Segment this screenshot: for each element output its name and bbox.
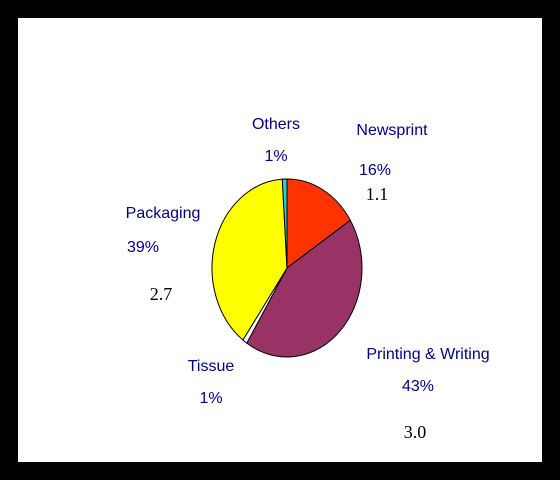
label-printing-writing-name: Printing & Writing [366, 346, 489, 363]
label-packaging-percent: 39% [127, 239, 159, 256]
pie-slices [211, 178, 363, 358]
label-others-percent: 1% [264, 148, 287, 165]
label-newsprint-value: 1.1 [366, 184, 389, 204]
label-tissue-percent: 1% [199, 390, 222, 407]
label-packaging-name: Packaging [126, 205, 201, 222]
label-others-name: Others [252, 116, 300, 133]
label-newsprint-name: Newsprint [356, 122, 428, 139]
label-newsprint-percent: 16% [359, 162, 391, 179]
pie-slice-packaging [211, 178, 288, 341]
label-printing-writing-value: 3.0 [404, 422, 427, 442]
pie-slice-others [281, 178, 288, 269]
label-tissue-name: Tissue [188, 358, 235, 375]
pie-slice-printing-writing [246, 219, 363, 358]
label-packaging-value: 2.7 [150, 284, 173, 304]
pie-slice-newsprint [286, 178, 351, 270]
label-printing-writing-percent: 43% [402, 378, 434, 395]
